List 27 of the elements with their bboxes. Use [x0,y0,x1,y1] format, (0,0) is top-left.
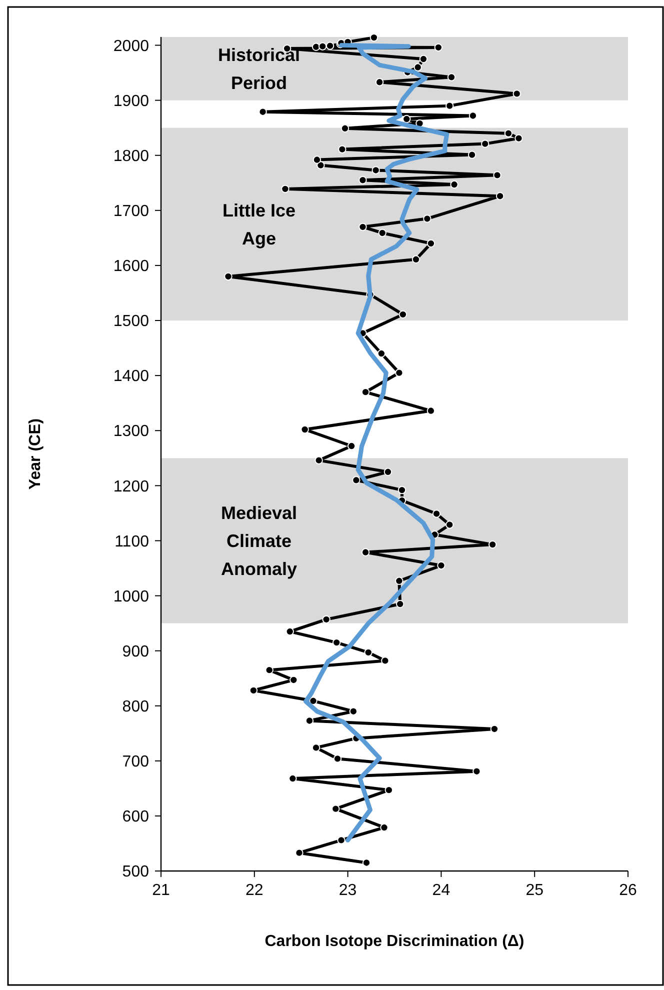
y-tick-label: 1700 [113,203,150,220]
x-axis-title: Carbon Isotope Discrimination (Δ) [264,933,524,950]
x-tick-label: 21 [152,882,170,899]
y-tick-label: 700 [122,754,150,770]
x-tick-label: 23 [338,882,357,899]
y-axis-title: Year (CE) [27,418,44,490]
y-tick-label: 1600 [113,258,150,276]
y-tick-label: 1900 [113,92,150,110]
y-tick-label: 500 [122,864,150,881]
y-tick-label: 1000 [113,588,150,606]
x-tick-label: 24 [432,882,450,899]
band-label: Historical Period [218,44,300,93]
y-tick-label: 1200 [113,478,150,496]
x-tick-label: 25 [526,882,544,899]
y-tick-label: 1500 [113,313,150,330]
x-tick-label: 26 [619,882,637,899]
y-tick-label: 2000 [113,38,150,55]
y-tick-label: 1400 [113,368,150,386]
y-tick-label: 600 [122,808,150,826]
y-tick-label: 1800 [113,148,150,165]
y-tick-label: 1300 [113,423,150,440]
y-tick-label: 900 [122,643,150,660]
band-label: Medieval Climate Anomaly [220,503,298,580]
y-tick-label: 1100 [114,533,150,550]
band-label: Little Ice Age [222,200,296,248]
x-tick-label: 22 [246,882,264,899]
y-tick-label: 800 [122,698,150,716]
